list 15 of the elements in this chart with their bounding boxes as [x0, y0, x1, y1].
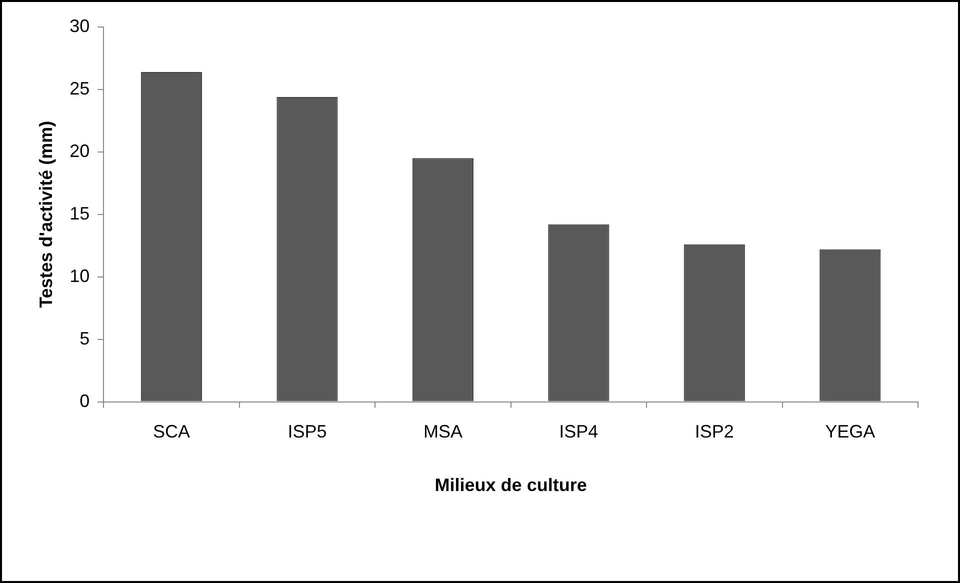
y-tick-label: 5 — [80, 328, 90, 348]
x-tick-label: SCA — [152, 422, 190, 442]
y-tick-label: 10 — [70, 266, 90, 286]
y-axis-title: Testes d'activité (mm) — [36, 120, 56, 308]
x-tick-label: ISP2 — [694, 422, 734, 442]
x-axis-title: Milieux de culture — [434, 475, 587, 496]
y-tick-label: 15 — [70, 203, 90, 224]
y-tick-label: 25 — [70, 78, 90, 98]
y-tick-label: 0 — [80, 390, 90, 411]
x-tick-label: ISP5 — [288, 422, 327, 442]
y-tick-label: 20 — [70, 140, 90, 161]
x-tick-label: ISP4 — [559, 422, 598, 442]
x-tick-label: MSA — [423, 422, 462, 442]
y-tick-label: 30 — [70, 16, 90, 36]
x-tick-label: YEGA — [825, 422, 876, 442]
